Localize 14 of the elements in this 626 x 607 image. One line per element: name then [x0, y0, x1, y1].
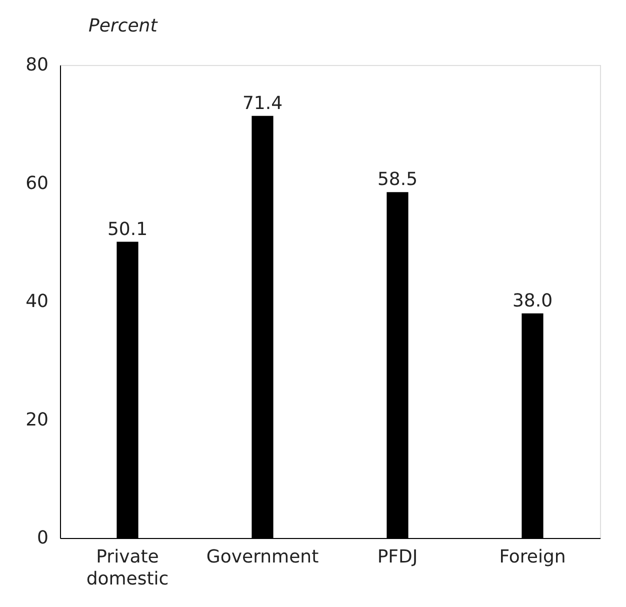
data-label: 58.5 [377, 169, 418, 190]
y-axis-title: Percent [88, 16, 158, 36]
y-tick-label: 80 [26, 54, 48, 76]
y-tick-label: 60 [26, 172, 48, 194]
x-tick-label: Private domestic [86, 546, 169, 590]
data-label: 50.1 [107, 218, 148, 240]
x-tick-label: PFDJ [377, 546, 418, 568]
y-tick-label: 40 [26, 291, 48, 312]
data-label: 71.4 [242, 92, 283, 114]
x-tick-label: Government [206, 546, 319, 568]
y-tick-label: 20 [26, 409, 48, 430]
x-tick-label: Foreign [499, 546, 566, 568]
y-tick-label: 0 [37, 528, 48, 548]
data-label: 38.0 [512, 290, 553, 312]
